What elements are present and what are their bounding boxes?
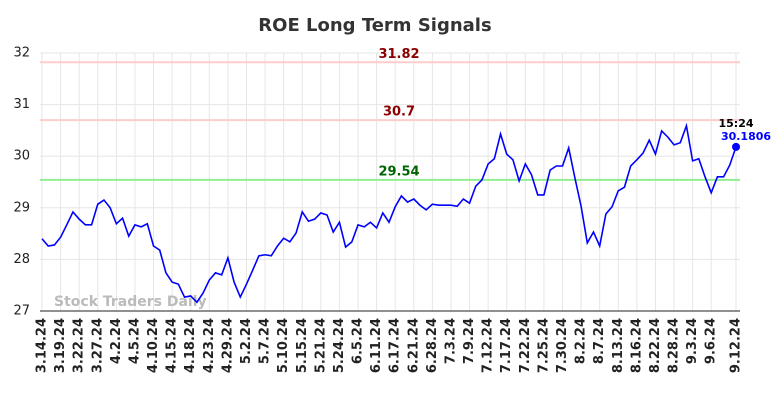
x-tick-label: 6.17.24 xyxy=(388,318,403,373)
x-tick-label: 5.21.24 xyxy=(313,318,328,373)
last-point xyxy=(732,142,740,151)
y-tick-label: 30 xyxy=(13,149,30,164)
y-tick-label: 29 xyxy=(13,200,30,215)
x-tick-label: 3.22.24 xyxy=(72,318,87,373)
x-tick-label: 7.17.24 xyxy=(499,318,514,373)
x-tick-label: 8.22.24 xyxy=(648,318,663,373)
y-tick-label: 32 xyxy=(13,46,30,61)
x-tick-label: 7.3.24 xyxy=(443,318,458,364)
x-tick-label: 3.19.24 xyxy=(53,318,68,373)
x-tick-label: 4.15.24 xyxy=(165,318,180,373)
x-tick-label: 4.23.24 xyxy=(202,318,217,373)
x-tick-label: 8.16.24 xyxy=(629,318,644,373)
x-tick-label: 7.12.24 xyxy=(481,318,496,373)
x-tick-label: 6.21.24 xyxy=(406,318,421,373)
x-tick-label: 3.14.24 xyxy=(35,318,50,373)
x-tick-label: 8.13.24 xyxy=(611,318,626,373)
x-tick-label: 7.25.24 xyxy=(536,318,551,373)
watermark: Stock Traders Daily xyxy=(54,294,207,310)
x-tick-label: 8.28.24 xyxy=(667,318,682,373)
y-tick-label: 28 xyxy=(13,252,30,267)
level-label: 29.54 xyxy=(378,164,419,179)
x-tick-label: 8.2.24 xyxy=(574,318,589,364)
x-tick-label: 4.18.24 xyxy=(183,318,198,373)
x-tick-label: 7.22.24 xyxy=(518,318,533,373)
x-tick-label: 4.10.24 xyxy=(146,318,161,373)
x-tick-label: 9.3.24 xyxy=(685,318,700,364)
x-tick-label: 7.9.24 xyxy=(462,318,477,364)
x-tick-label: 6.5.24 xyxy=(351,318,366,364)
x-tick-label: 3.27.24 xyxy=(90,318,105,373)
x-tick-label: 5.24.24 xyxy=(332,318,347,373)
x-tick-label: 4.2.24 xyxy=(109,318,124,364)
x-tick-label: 6.28.24 xyxy=(425,318,440,373)
x-tick-label: 4.29.24 xyxy=(220,318,235,373)
x-tick-label: 7.30.24 xyxy=(555,318,570,373)
chart-title: ROE Long Term Signals xyxy=(258,15,491,36)
x-tick-label: 5.10.24 xyxy=(276,318,291,373)
x-tick-label: 5.15.24 xyxy=(295,318,310,373)
x-tick-label: 9.12.24 xyxy=(729,318,744,373)
last-time: 15:24 xyxy=(718,117,753,130)
x-tick-label: 6.11.24 xyxy=(369,318,384,373)
last-value: 30.1806 xyxy=(721,130,771,143)
x-tick-label: 4.5.24 xyxy=(127,318,142,364)
x-tick-label: 8.7.24 xyxy=(592,318,607,364)
x-tick-label: 5.7.24 xyxy=(258,318,273,364)
level-label: 30.7 xyxy=(383,105,415,120)
x-tick-label: 9.6.24 xyxy=(704,318,719,364)
price-line xyxy=(41,122,737,304)
level-label: 31.82 xyxy=(378,47,419,62)
x-tick-label: 5.2.24 xyxy=(239,318,254,364)
y-tick-label: 31 xyxy=(13,97,30,112)
y-tick-label: 27 xyxy=(13,304,30,319)
